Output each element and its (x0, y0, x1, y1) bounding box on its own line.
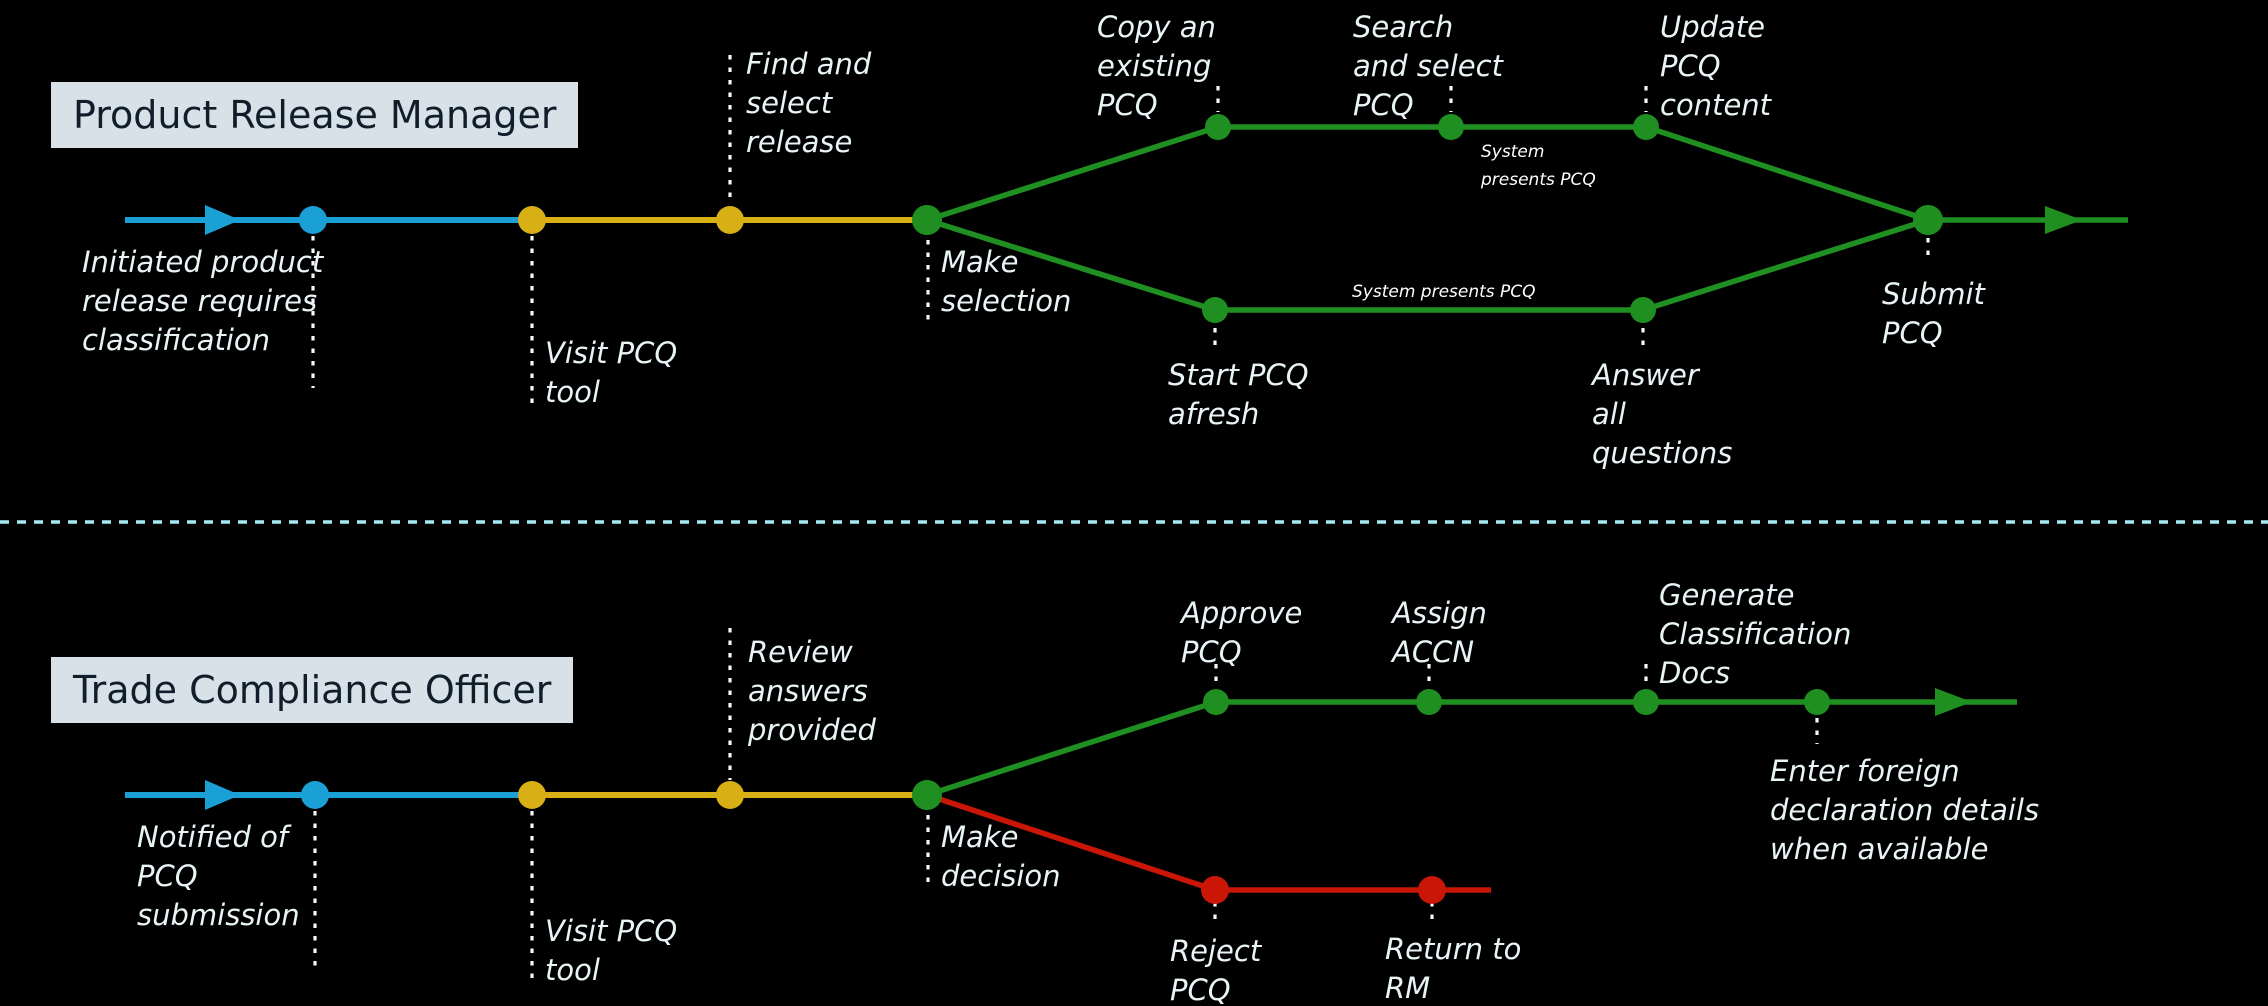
label-start-pcq-afresh: Start PCQ afresh (1168, 358, 1309, 431)
label-prm-visit-pcq-tool: Visit PCQ tool (545, 336, 678, 409)
tco-node-approve (1203, 689, 1229, 715)
tco-node-notified (301, 781, 329, 809)
label-find-select-release: Find and select release (746, 47, 872, 159)
label-search-select-pcq: Search and select PCQ (1353, 10, 1503, 122)
label-assign-accn: Assign ACCN (1392, 596, 1487, 669)
tco-node-review-answers (716, 781, 744, 809)
label-make-selection: Make selection (941, 245, 1072, 318)
label-notified-of-pcq-submission: Notified of PCQ submission (137, 820, 300, 932)
tco-node-assign-accn (1416, 689, 1442, 715)
tco-node-enter-foreign (1804, 689, 1830, 715)
label-return-to-rm: Return to RM (1385, 932, 1522, 1005)
tco-node-return-rm (1418, 876, 1446, 904)
prm-node-answer-questions (1630, 297, 1656, 323)
prm-start-arrow-icon (205, 205, 240, 235)
annotation-system-presents-pcq-lower: System presents PCQ (1352, 282, 1536, 302)
prm-node-visit-tool (518, 206, 546, 234)
prm-node-start-afresh (1202, 297, 1228, 323)
prm-node-update-content (1633, 114, 1659, 140)
label-enter-foreign-declaration: Enter foreign declaration details when a… (1770, 754, 2040, 866)
tco-start-arrow-icon (205, 780, 240, 810)
lane-title-product-release-manager: Product Release Manager (51, 82, 579, 148)
tco-node-reject (1201, 876, 1229, 904)
tco-node-generate-docs (1633, 689, 1659, 715)
label-review-answers-provided: Review answers provided (748, 635, 876, 747)
annotation-system-presents-pcq-upper: System presents PCQ (1481, 142, 1596, 190)
prm-node-start (299, 206, 327, 234)
prm-afresh-branch-line (926, 217, 1929, 313)
prm-node-copy-existing (1205, 114, 1231, 140)
label-generate-classification-docs: Generate Classification Docs (1659, 578, 1852, 690)
prm-node-submit (1913, 205, 1943, 235)
label-copy-existing-pcq: Copy an existing PCQ (1097, 10, 1216, 122)
lane-title-trade-compliance-officer: Trade Compliance Officer (51, 657, 574, 723)
tco-exit-arrow-icon (1935, 688, 1972, 716)
tco-node-make-decision (912, 780, 942, 810)
label-answer-all-questions: Answer all questions (1592, 358, 1733, 470)
prm-copy-branch-line (926, 124, 1929, 223)
label-make-decision: Make decision (941, 820, 1061, 893)
tco-node-visit-tool (518, 781, 546, 809)
label-tco-visit-pcq-tool: Visit PCQ tool (545, 914, 678, 987)
label-reject-pcq: Reject PCQ (1170, 934, 1262, 1006)
prm-exit-arrow-icon (2045, 206, 2082, 234)
label-update-pcq-content: Update PCQ content (1660, 10, 1772, 122)
prm-node-search-select (1438, 114, 1464, 140)
prm-node-find-release (716, 206, 744, 234)
label-approve-pcq: Approve PCQ (1181, 596, 1303, 669)
label-initiated-product-release: Initiated product release requires class… (82, 245, 324, 357)
prm-node-make-selection (912, 205, 942, 235)
label-submit-pcq: Submit PCQ (1882, 277, 1985, 350)
